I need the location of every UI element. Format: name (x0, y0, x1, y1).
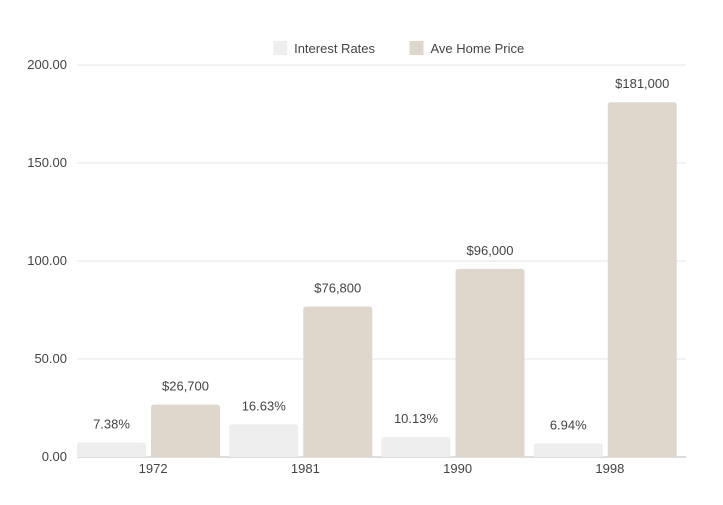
legend[interactable]: Interest Rates Ave Home Price (273, 41, 524, 56)
bar-interest-rates-1981[interactable] (229, 424, 299, 457)
data-label: $26,700 (162, 379, 209, 394)
data-label: $181,000 (615, 76, 669, 91)
bar-interest-rates-1990[interactable] (381, 437, 451, 457)
legend-item-interest-rates[interactable]: Interest Rates (273, 41, 376, 56)
grid-lines (77, 64, 686, 458)
legend-label: Ave Home Price (431, 41, 525, 56)
data-label: $76,800 (314, 280, 361, 295)
x-tick-label: 1972 (139, 461, 168, 476)
legend-swatch (273, 41, 288, 55)
y-tick-label: 50.00 (34, 351, 67, 366)
data-label: $96,000 (467, 243, 514, 258)
bar-interest-rates-1972[interactable] (77, 442, 146, 457)
data-label: 6.94% (550, 417, 587, 432)
bar-ave-home-price-1972[interactable] (151, 404, 220, 457)
y-tick-label: 0.00 (42, 449, 67, 464)
y-tick-label: 200.00 (27, 57, 67, 72)
bars (77, 102, 677, 458)
bar-ave-home-price-1990[interactable] (455, 268, 525, 457)
y-tick-label: 100.00 (27, 253, 67, 268)
y-axis-tick-labels: 0.00 50.00 100.00 150.00 200.00 (27, 57, 67, 464)
data-label: 16.63% (242, 398, 287, 413)
data-label: 7.38% (93, 417, 130, 432)
legend-label: Interest Rates (294, 41, 375, 56)
x-tick-label: 1981 (291, 461, 320, 476)
data-label: 10.13% (394, 411, 439, 426)
x-axis-category-labels: 1972 1981 1990 1998 (139, 461, 625, 476)
x-tick-label: 1990 (443, 461, 472, 476)
data-labels: 7.38% $26,700 16.63% $76,800 10.13% $96,000 6.… (93, 76, 669, 432)
bar-ave-home-price-1998[interactable] (607, 102, 677, 458)
legend-swatch (409, 41, 424, 55)
bar-interest-rates-1998[interactable] (533, 443, 603, 457)
bar-ave-home-price-1981[interactable] (303, 306, 373, 457)
legend-item-ave-home-price[interactable]: Ave Home Price (409, 41, 525, 56)
y-tick-label: 150.00 (27, 155, 67, 170)
x-tick-label: 1998 (595, 461, 624, 476)
